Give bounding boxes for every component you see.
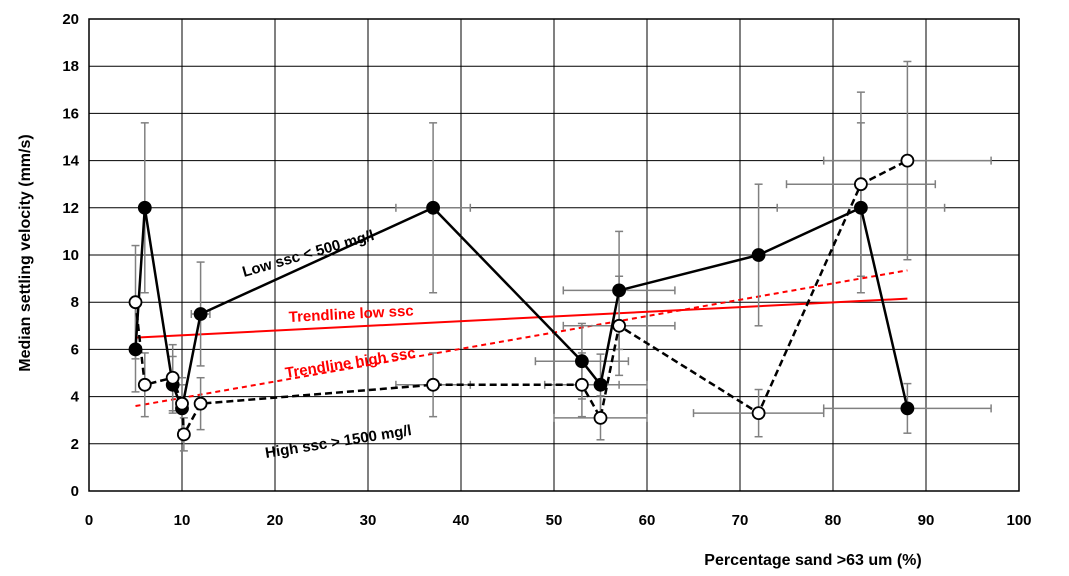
x-tick-label: 20 — [267, 512, 284, 529]
data-point-low-ssc — [193, 307, 208, 321]
data-point-low-ssc — [612, 283, 626, 298]
y-tick-label: 2 — [71, 436, 79, 453]
data-point-low-ssc — [900, 401, 915, 416]
grid — [88, 18, 1020, 492]
tick-labels: 0 2 4 6 8 10 12 14 16 18 20 0 10 20 30 40 50 60 70 80 90 100 — [62, 11, 1031, 529]
y-tick-label: 12 — [62, 200, 79, 217]
trendline — [135, 269, 908, 408]
x-tick-label: 0 — [85, 512, 93, 529]
series-points — [128, 153, 915, 442]
x-tick-label: 100 — [1006, 512, 1031, 529]
annotation-trendline-low: Trendline low ssc — [288, 302, 414, 326]
data-point-low-ssc — [751, 248, 766, 262]
y-axis-title: Median settling velocity (mm/s) — [17, 134, 34, 371]
data-point-high-ssc — [165, 370, 180, 385]
data-point-high-ssc — [137, 377, 152, 392]
y-tick-label: 4 — [71, 389, 80, 406]
annotation-low-ssc: Low ssc < 500 mg/l — [240, 227, 376, 281]
annotation-high-ssc: High ssc > 1500 mg/l — [264, 422, 413, 462]
y-tick-label: 14 — [62, 153, 79, 170]
data-point-high-ssc — [751, 406, 766, 421]
x-tick-label: 60 — [639, 512, 656, 529]
error-bars — [131, 60, 992, 452]
x-tick-label: 40 — [453, 512, 470, 529]
data-point-high-ssc — [593, 410, 608, 425]
y-tick-label: 10 — [62, 247, 79, 264]
y-tick-label: 20 — [62, 11, 79, 28]
data-point-low-ssc — [128, 342, 143, 357]
y-tick-label: 0 — [71, 483, 79, 500]
x-tick-label: 30 — [360, 512, 377, 529]
data-point-high-ssc — [175, 396, 189, 411]
y-tick-label: 6 — [71, 341, 79, 358]
data-point-high-ssc — [854, 177, 868, 192]
data-point-high-ssc — [900, 153, 915, 168]
data-point-low-ssc — [426, 200, 441, 215]
data-point-high-ssc — [193, 396, 208, 411]
plot-frame — [88, 18, 1020, 492]
data-point-low-ssc — [575, 354, 589, 369]
data-point-low-ssc — [593, 377, 608, 392]
data-point-low-ssc — [137, 200, 152, 215]
x-tick-label: 10 — [174, 512, 191, 529]
y-tick-label: 16 — [62, 105, 79, 122]
data-point-high-ssc — [128, 295, 143, 310]
x-tick-label: 90 — [918, 512, 935, 529]
data-point-low-ssc — [854, 200, 868, 215]
data-point-high-ssc — [612, 318, 626, 333]
x-tick-label: 50 — [546, 512, 563, 529]
series-line-low-ssc — [134, 206, 909, 410]
x-axis-title: Percentage sand >63 um (%) — [704, 552, 921, 569]
series-lines — [134, 159, 909, 436]
x-tick-label: 80 — [825, 512, 842, 529]
data-point-high-ssc — [426, 377, 441, 392]
trendline — [135, 297, 908, 339]
data-point-high-ssc — [575, 377, 589, 392]
trendlines — [135, 269, 908, 408]
data-point-high-ssc — [176, 427, 191, 442]
y-tick-label: 8 — [71, 294, 79, 311]
y-tick-label: 18 — [62, 58, 79, 75]
x-tick-label: 70 — [732, 512, 749, 529]
annotation-trendline-high: Trendline high ssc — [284, 345, 417, 382]
